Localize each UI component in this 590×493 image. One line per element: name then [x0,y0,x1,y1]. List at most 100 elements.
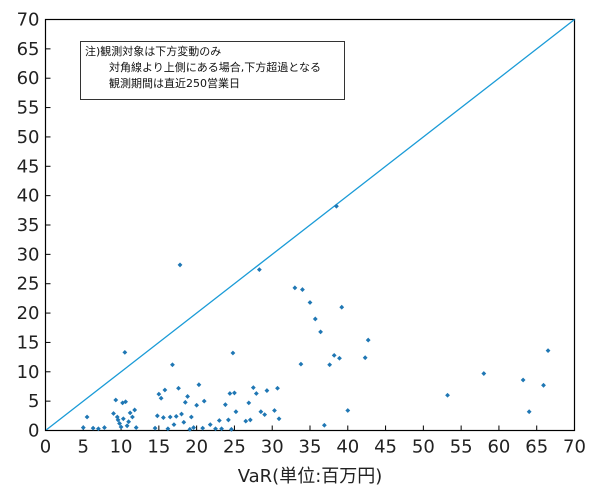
data-point [171,422,177,428]
data-point [327,362,333,368]
x-tick-label: 40 [336,437,359,458]
y-tick-label: 60 [17,68,40,89]
data-point [120,416,126,422]
x-tick-label: 5 [78,437,89,458]
data-point [158,395,164,401]
data-point [113,397,119,403]
data-point [117,421,122,426]
data-point [230,350,236,356]
y-tick-label: 0 [28,421,39,442]
data-point [167,414,173,420]
x-tick-label: 50 [412,437,435,458]
y-tick-label: 40 [17,186,40,207]
data-point [194,402,200,408]
data-point [481,371,487,376]
data-point [526,409,532,415]
data-point [179,411,184,417]
data-point [123,399,129,405]
data-point [298,361,304,367]
data-point [185,394,190,399]
x-tick-label: 10 [110,437,133,458]
data-point [541,382,546,388]
data-point [187,426,193,432]
x-tick-label: 20 [185,437,208,458]
reference-diagonal-line [45,18,575,432]
x-tick-label: 60 [487,437,510,458]
data-point [365,337,371,343]
y-tick-label: 20 [17,303,40,324]
data-point [445,392,450,398]
y-tick-label: 10 [17,362,40,383]
data-point [176,385,181,391]
data-point [307,300,313,305]
data-point [253,391,259,396]
data-point [243,418,249,424]
data-point [173,414,179,419]
y-tick-label: 25 [17,274,40,295]
data-point [80,425,86,430]
x-tick-label: 30 [261,437,284,458]
data-point [124,423,130,429]
x-tick-label: 25 [223,437,246,458]
data-point [126,419,132,425]
data-point [115,417,121,423]
y-tick-label: 5 [28,391,39,412]
annotation-box: 注)観測対象は下方変動のみ 対角線より上側にある場合,下方超過となる 観測期間は… [80,41,345,100]
data-point [232,390,237,396]
y-tick-label: 55 [17,98,40,119]
data-point [272,408,277,413]
y-tick-label: 45 [17,156,40,177]
data-point [227,391,233,396]
data-point [162,387,168,393]
data-point [292,285,298,291]
data-point [300,287,305,292]
data-point [111,411,116,416]
data-point [127,410,133,416]
data-point [256,267,262,273]
data-point [118,424,124,430]
data-point [276,416,282,422]
data-point [191,425,197,430]
data-point [337,355,342,361]
data-point [247,417,253,423]
annotation-line: 注)観測対象は下方変動のみ [85,45,222,58]
x-tick-label: 35 [299,437,322,458]
y-tick-label: 30 [17,244,40,265]
data-point [339,304,345,310]
data-point [154,413,160,419]
data-point [213,426,218,432]
data-point [130,414,135,420]
data-point [177,262,183,268]
data-point [90,425,96,431]
data-point [132,407,138,413]
data-point [250,385,256,391]
data-point [200,425,206,431]
data-points [80,203,551,432]
data-point [334,203,339,209]
data-point [262,412,268,418]
data-point [133,425,139,430]
data-point [122,350,128,355]
y-tick-label: 70 [17,10,40,31]
y-tick-label: 35 [17,215,40,236]
x-axis-ticks: 0 5 10 15 20 25 30 35 40 45 50 55 60 65 70 [40,425,586,458]
annotation-line: 対角線より上側にある場合,下方超過となる [109,61,321,74]
data-point [321,422,327,428]
data-point [170,362,175,368]
x-tick-label: 15 [147,437,170,458]
data-point [102,425,107,430]
data-point [182,399,188,405]
data-point [201,398,207,404]
data-point [362,355,368,361]
data-point [207,422,213,428]
x-tick-label: 55 [450,437,473,458]
y-tick-label: 15 [17,332,40,353]
data-point [219,426,224,432]
data-point [181,419,187,425]
data-point [229,426,234,432]
data-point [188,414,194,420]
data-point [275,385,280,391]
data-point [216,418,222,423]
data-point [318,329,323,335]
data-point [545,348,551,354]
